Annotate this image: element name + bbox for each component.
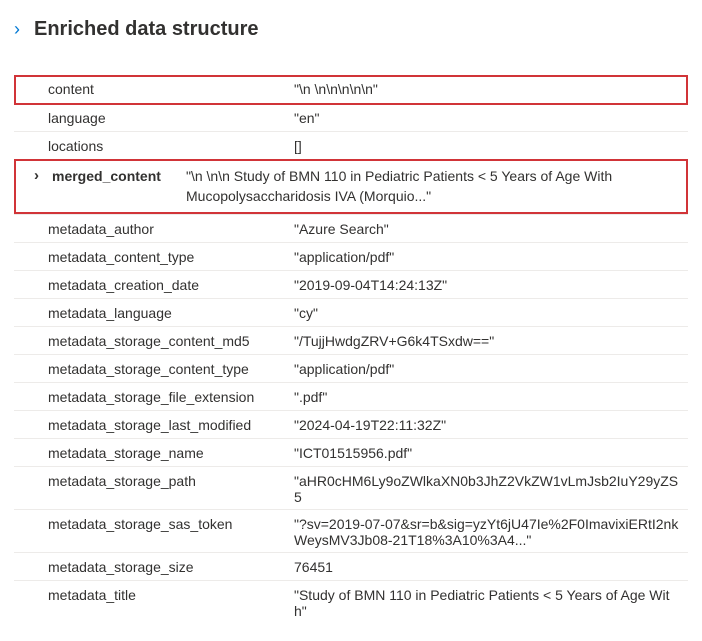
property-value: "application/pdf"	[294, 359, 688, 377]
property-row: metadata_storage_last_modified "2024-04-…	[14, 410, 688, 438]
property-key: metadata_storage_path	[14, 471, 294, 489]
property-key: metadata_content_type	[14, 247, 294, 265]
property-value: "2019-09-04T14:24:13Z"	[294, 275, 688, 293]
property-key: content	[14, 79, 294, 97]
property-value: "application/pdf"	[294, 247, 688, 265]
property-row-merged-content[interactable]: › merged_content "\n \n\n Study of BMN 1…	[14, 159, 688, 214]
property-value: "?sv=2019-07-07&sr=b&sig=yzYt6jU47Ie%2F0…	[294, 514, 688, 548]
section-title: Enriched data structure	[34, 18, 259, 41]
property-key: metadata_storage_sas_token	[14, 514, 294, 532]
property-row: metadata_storage_sas_token "?sv=2019-07-…	[14, 509, 688, 552]
property-key: language	[14, 108, 294, 126]
property-row-locations: locations []	[14, 131, 688, 159]
property-key: metadata_storage_size	[14, 557, 294, 575]
property-row-language: language "en"	[14, 103, 688, 131]
chevron-right-icon[interactable]: ›	[34, 167, 52, 184]
property-row: metadata_content_type "application/pdf"	[14, 242, 688, 270]
property-row: metadata_storage_content_type "applicati…	[14, 354, 688, 382]
property-key: metadata_language	[14, 303, 294, 321]
property-row: metadata_storage_name "ICT01515956.pdf"	[14, 438, 688, 466]
property-row: metadata_language "cy"	[14, 298, 688, 326]
property-value: ".pdf"	[294, 387, 688, 405]
property-value: "en"	[294, 108, 688, 126]
property-value: "/TujjHwdgZRV+G6k4TSxdw=="	[294, 331, 688, 349]
property-row: metadata_title "Study of BMN 110 in Pedi…	[14, 580, 688, 623]
section-header[interactable]: › Enriched data structure	[14, 18, 688, 41]
property-key: metadata_storage_name	[14, 443, 294, 461]
property-row: metadata_creation_date "2019-09-04T14:24…	[14, 270, 688, 298]
enriched-data-table: content "\n \n\n\n\n\n" language "en" lo…	[14, 75, 688, 623]
property-row-content: content "\n \n\n\n\n\n"	[14, 75, 688, 103]
property-key: locations	[14, 136, 294, 154]
property-value: "\n \n\n\n\n\n"	[294, 79, 688, 97]
property-value: 76451	[294, 557, 688, 575]
merged-content-toggle[interactable]: › merged_content	[16, 167, 186, 184]
property-row: metadata_storage_size 76451	[14, 552, 688, 580]
property-key: metadata_title	[14, 585, 294, 603]
property-row: metadata_author "Azure Search"	[14, 214, 688, 242]
property-row: metadata_storage_file_extension ".pdf"	[14, 382, 688, 410]
property-value: "\n \n\n Study of BMN 110 in Pediatric P…	[186, 167, 686, 206]
content-row-group: content "\n \n\n\n\n\n" language "en" lo…	[14, 75, 688, 159]
property-key: metadata_storage_content_md5	[14, 331, 294, 349]
property-key: metadata_storage_last_modified	[14, 415, 294, 433]
property-value: "Azure Search"	[294, 219, 688, 237]
property-row: metadata_storage_content_md5 "/TujjHwdgZ…	[14, 326, 688, 354]
expand-chevron-icon[interactable]: ›	[14, 19, 20, 40]
property-row: metadata_storage_path "aHR0cHM6Ly9oZWlka…	[14, 466, 688, 509]
property-value: "cy"	[294, 303, 688, 321]
property-value: "ICT01515956.pdf"	[294, 443, 688, 461]
property-value: "Study of BMN 110 in Pediatric Patients …	[294, 585, 688, 619]
property-key: metadata_storage_file_extension	[14, 387, 294, 405]
property-key: merged_content	[52, 168, 161, 184]
property-value: "2024-04-19T22:11:32Z"	[294, 415, 688, 433]
property-key: metadata_creation_date	[14, 275, 294, 293]
property-value: []	[294, 136, 688, 154]
property-key: metadata_storage_content_type	[14, 359, 294, 377]
property-key: metadata_author	[14, 219, 294, 237]
property-value: "aHR0cHM6Ly9oZWlkaXN0b3JhZ2VkZW1vLmJsb2I…	[294, 471, 688, 505]
